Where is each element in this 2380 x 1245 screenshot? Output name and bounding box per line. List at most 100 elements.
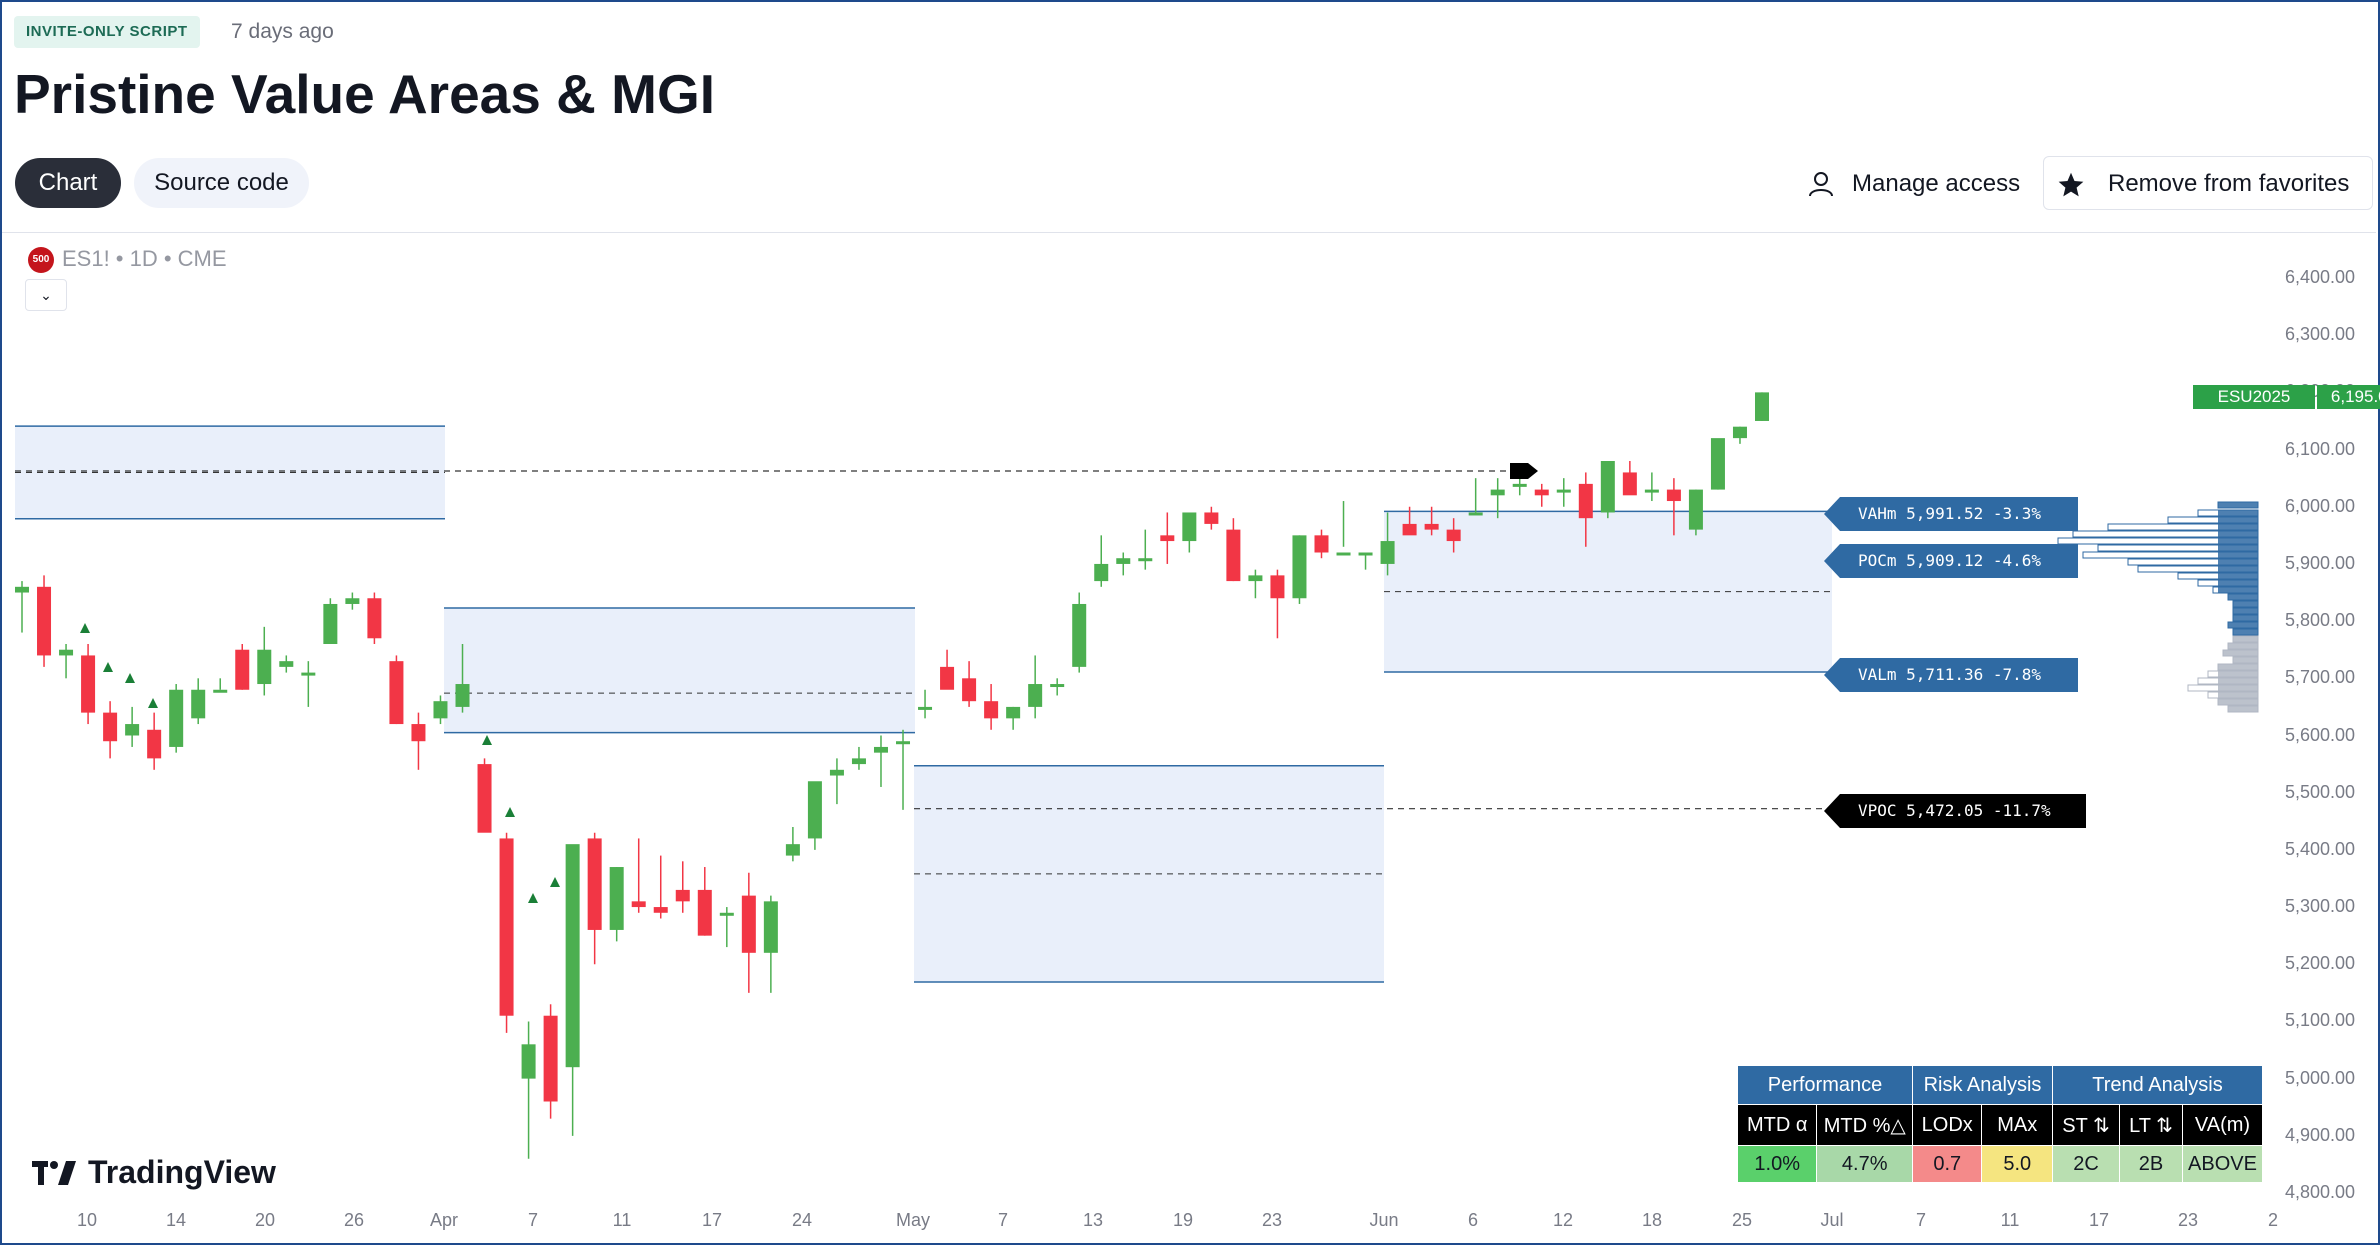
- candle-down: [103, 712, 118, 742]
- candle-up: [1710, 438, 1725, 490]
- candle-down: [1666, 489, 1681, 502]
- candle-up: [1336, 552, 1351, 556]
- candle-up: [191, 689, 206, 719]
- candle-down: [367, 598, 382, 639]
- buy-signal-marker: [148, 698, 158, 708]
- time-axis-tick: 7: [1915, 1210, 1927, 1230]
- buy-signal-marker: [482, 735, 492, 745]
- candle-up: [1072, 603, 1087, 667]
- candle-up: [763, 901, 778, 953]
- price-axis-tick: 5,500.00: [2285, 781, 2356, 802]
- price-axis-tick: 5,900.00: [2285, 552, 2356, 573]
- time-axis-tick: 17: [701, 1210, 723, 1230]
- volume-profile-bar-fill: [2218, 573, 2258, 579]
- candle-up: [455, 684, 470, 707]
- candle-down: [411, 724, 426, 742]
- volume-profile-bar-fill: [2218, 671, 2258, 677]
- poc-level-label: POCm 5,909.12 -4.6%: [1824, 544, 2078, 578]
- user-icon: [1809, 172, 1833, 197]
- candle-up: [521, 1044, 536, 1079]
- vah-level-label: VAHm 5,991.52 -3.3%: [1824, 497, 2078, 531]
- candle-up: [213, 689, 228, 693]
- val-va-m: ABOVE: [2182, 1145, 2263, 1183]
- col-max: MAx: [1981, 1104, 2053, 1146]
- candle-up: [1732, 426, 1747, 439]
- tradingview-logo-icon: [32, 1161, 76, 1185]
- candle-down: [543, 1015, 558, 1102]
- candle-up: [873, 746, 888, 753]
- val-mtd-alpha: 1.0%: [1736, 1145, 1818, 1183]
- volume-profile-bar-fill: [2218, 552, 2258, 558]
- candle-up: [918, 706, 933, 710]
- price-axis-tick: 6,000.00: [2285, 495, 2356, 516]
- candle-up: [719, 912, 734, 916]
- chevron-down-icon: ⌄: [40, 287, 52, 303]
- candle-down: [1446, 529, 1461, 542]
- manage-access-button[interactable]: Manage access: [1808, 162, 2020, 206]
- buy-signal-marker: [550, 877, 560, 887]
- candle-down: [235, 649, 250, 690]
- volume-profile-bar-fill: [2233, 601, 2258, 607]
- candle-up: [345, 598, 360, 604]
- star-icon: [2058, 172, 2084, 197]
- volume-profile-bar-fill: [2218, 678, 2258, 684]
- last-price-value: 6,195.00: [2317, 385, 2380, 409]
- header-divider: [2, 232, 2376, 233]
- tab-source-code[interactable]: Source code: [134, 158, 309, 208]
- volume-profile-bar-fill: [2218, 510, 2258, 516]
- buy-signal-marker: [528, 893, 538, 903]
- candle-down: [1160, 535, 1175, 542]
- candle-up: [257, 649, 272, 685]
- value-area-box: [444, 607, 915, 733]
- price-axis-tick: 5,800.00: [2285, 610, 2356, 631]
- price-axis-tick: 5,100.00: [2285, 1010, 2356, 1031]
- candle-down: [1578, 483, 1593, 519]
- candle-down: [1534, 489, 1549, 496]
- val-lodx: 0.7: [1911, 1145, 1983, 1183]
- symbol-logo-icon: 500: [28, 247, 54, 273]
- candle-up: [785, 844, 800, 856]
- buy-signal-marker: [103, 662, 113, 672]
- candle-down: [741, 895, 756, 953]
- candle-up: [829, 769, 844, 776]
- publish-age: 7 days ago: [231, 20, 334, 43]
- buy-signal-marker: [125, 673, 135, 683]
- time-axis-tick: 25: [1731, 1210, 1753, 1230]
- legend-collapse-button[interactable]: ⌄: [25, 279, 67, 311]
- time-axis-tick: 7: [527, 1210, 539, 1230]
- candle-down: [1270, 575, 1285, 599]
- tab-chart[interactable]: Chart: [15, 158, 121, 208]
- analysis-table: Performance Risk Analysis Trend Analysis…: [1736, 1065, 2263, 1183]
- candle-up: [323, 603, 338, 644]
- volume-profile-bar-fill: [2218, 685, 2258, 691]
- volume-profile-bar-fill: [2218, 545, 2258, 551]
- time-axis-tick: 23: [1261, 1210, 1283, 1230]
- buy-signal-marker: [505, 807, 515, 817]
- symbol-label: ES1! • 1D • CME: [62, 246, 227, 271]
- candle-down: [1226, 529, 1241, 582]
- volume-profile-bar-fill: [2218, 559, 2258, 565]
- tradingview-logo: TradingView: [32, 1152, 276, 1192]
- remove-favorites-button[interactable]: Remove from favorites: [2043, 156, 2373, 210]
- candle-up: [1380, 541, 1395, 564]
- volume-profile-bar-fill: [2218, 587, 2258, 593]
- candle-down: [1402, 523, 1417, 536]
- contract-label: ESU2025: [2193, 385, 2315, 409]
- time-axis-tick: Apr: [429, 1210, 459, 1230]
- candle-up: [1138, 558, 1153, 562]
- price-axis-tick: 5,400.00: [2285, 838, 2356, 859]
- symbol-legend[interactable]: 500 ES1! • 1D • CME: [28, 244, 227, 274]
- time-axis-tick: 26: [343, 1210, 365, 1230]
- volume-profile-bar-fill: [2218, 692, 2258, 698]
- candle-up: [807, 781, 822, 839]
- candle-up: [1358, 552, 1373, 556]
- volume-profile-bar-fill: [2218, 538, 2258, 544]
- buy-signal-marker: [80, 623, 90, 633]
- volume-profile-bar-fill: [2233, 615, 2258, 621]
- val-mtd-pct: 4.7%: [1816, 1145, 1913, 1183]
- candle-down: [653, 907, 668, 913]
- time-axis-tick: Jul: [1820, 1210, 1844, 1230]
- volume-profile-bar-fill: [2233, 636, 2258, 642]
- candle-up: [169, 689, 184, 747]
